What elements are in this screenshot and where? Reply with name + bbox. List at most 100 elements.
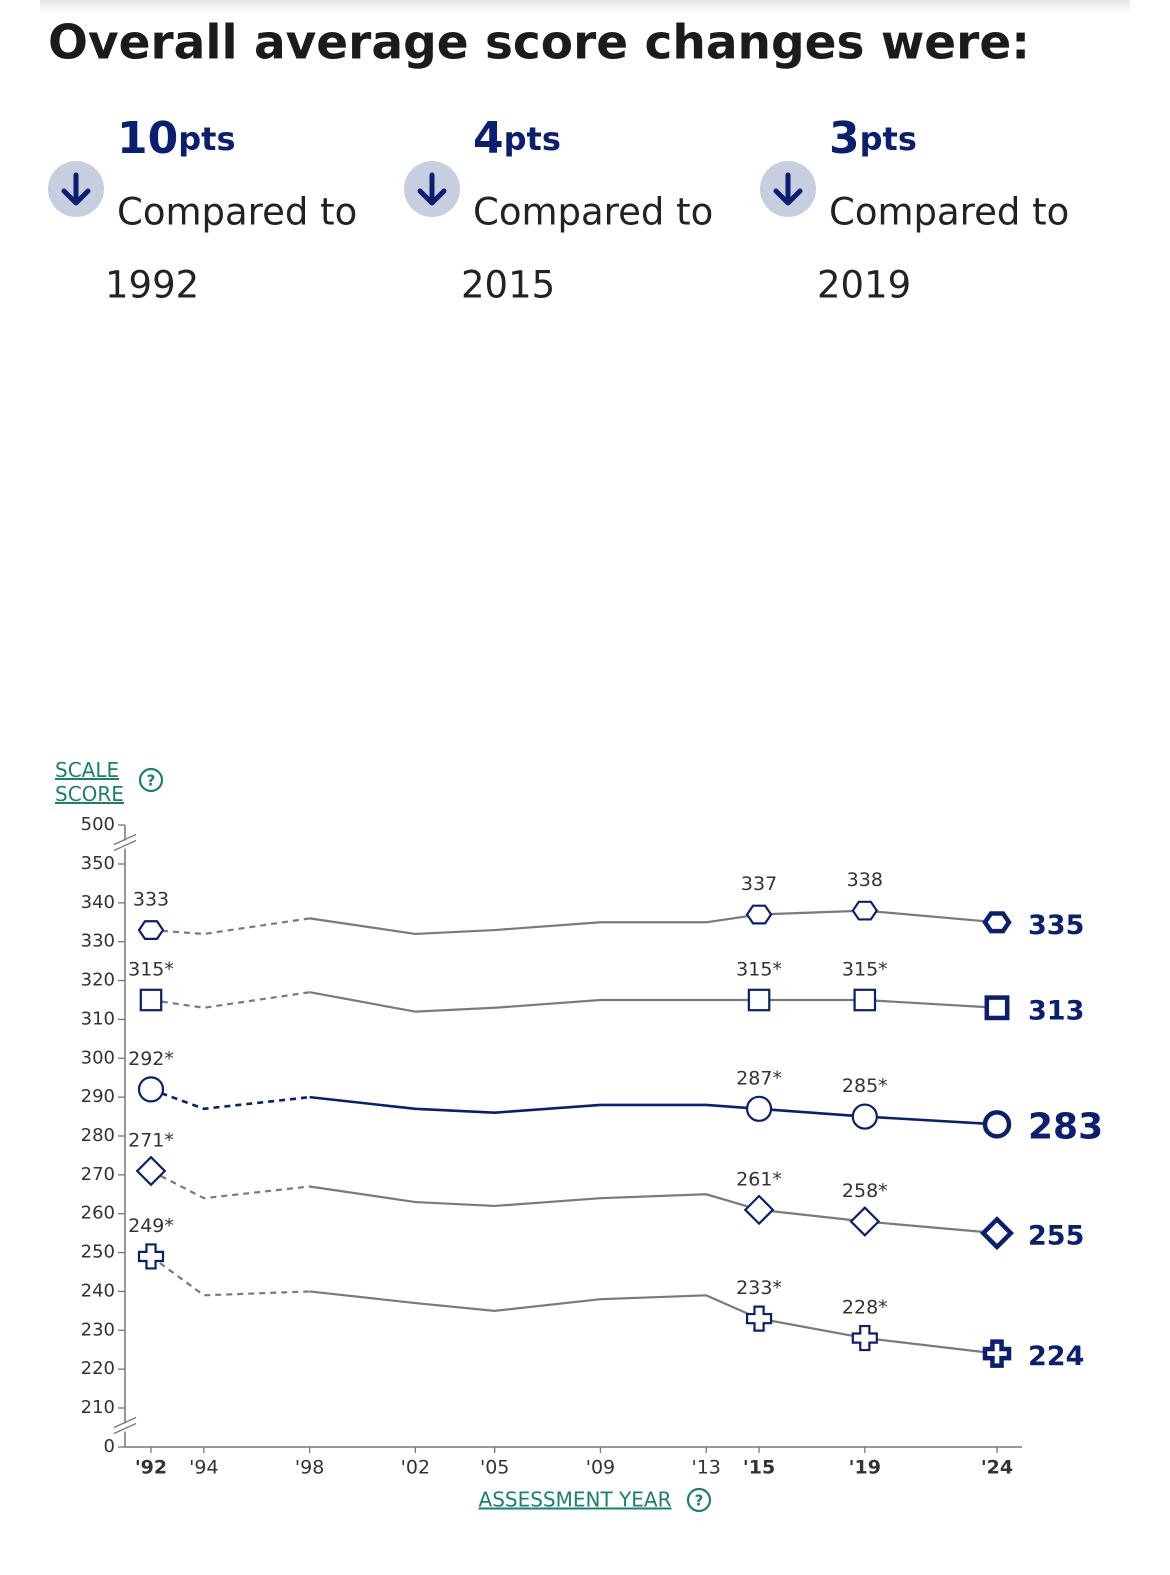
x-tick-label: '98 (295, 1457, 324, 1479)
chart: 0 210 220 230 240 250 260 270 280 290 300 310 320 330… (81, 814, 1104, 1512)
y-tick-label: 300 (81, 1047, 115, 1068)
y-tick-label: 270 (81, 1164, 115, 1185)
marker (139, 988, 163, 1012)
axis-break-gap (121, 840, 129, 849)
marker (982, 1110, 1012, 1139)
value-label: 287* (736, 1067, 782, 1089)
value-label: 335 (1028, 910, 1084, 941)
change-text: Compared to (117, 191, 357, 234)
value-label: 224 (1028, 1341, 1084, 1372)
axis-break-gap (121, 1423, 129, 1432)
points: 3 (829, 113, 860, 164)
marker (743, 1194, 775, 1226)
value-label: 292* (128, 1048, 174, 1070)
change-value: 4pts (473, 113, 561, 164)
marker (851, 900, 879, 921)
value-label: 283 (1028, 1106, 1103, 1147)
y-tick-label: 250 (81, 1242, 115, 1263)
value-label: 315* (842, 959, 888, 981)
value-label: 249* (128, 1215, 174, 1237)
value-label: 255 (1028, 1221, 1084, 1252)
x-tick-label: '02 (401, 1457, 430, 1479)
value-label: 338 (847, 869, 883, 891)
down-arrow (417, 172, 447, 206)
marker (137, 920, 165, 940)
change-text: Compared to (829, 191, 1069, 234)
value-label: 261* (736, 1168, 782, 1190)
change-year: 1992 (105, 264, 199, 307)
svg-text:?: ? (147, 772, 156, 790)
y-tick-label: 240 (81, 1280, 115, 1301)
marker (135, 1155, 167, 1187)
x-tick-label: '05 (480, 1457, 509, 1479)
change-value: 3pts (829, 113, 917, 164)
change-year: 2015 (461, 264, 555, 307)
marker (747, 988, 771, 1012)
axis-break (113, 1422, 137, 1435)
value-label: 313 (1028, 995, 1084, 1026)
series-line (309, 909, 998, 936)
change-text: Compared to (473, 191, 713, 234)
down-arrow (61, 172, 91, 206)
y-tick-label: 310 (81, 1008, 115, 1029)
series-line (150, 1255, 310, 1297)
y-tick-label: 220 (81, 1358, 115, 1379)
axis-break (113, 839, 137, 852)
y-tick-label: 330 (81, 931, 115, 952)
marker (984, 995, 1010, 1021)
svg-text:?: ? (695, 1492, 704, 1510)
points: 10 (117, 113, 178, 164)
top-shadow (40, 0, 1130, 14)
value-label: 258* (842, 1180, 888, 1202)
y-axis-label[interactable]: SCALE SCORE (55, 758, 124, 806)
y-tick-label: 290 (81, 1086, 115, 1107)
series-line (150, 1169, 310, 1200)
series-line (309, 1290, 998, 1355)
y-tick-label: 320 (81, 970, 115, 991)
help-icon[interactable]: ? (138, 767, 164, 793)
x-tick-label: '09 (586, 1457, 615, 1479)
marker (745, 1095, 773, 1122)
y-tick-label: 280 (81, 1125, 115, 1146)
value-label: 233* (736, 1277, 782, 1299)
y-tick-label: 500 (81, 814, 115, 835)
change-value: 10pts (117, 113, 235, 164)
marker (745, 904, 773, 925)
x-tick-label: '15 (743, 1457, 775, 1479)
value-label: 285* (842, 1075, 888, 1097)
series-line (150, 991, 310, 1009)
marker (980, 1216, 1014, 1251)
value-label: 333 (133, 889, 169, 911)
x-tick-label: '94 (189, 1457, 218, 1479)
marker (849, 1206, 881, 1237)
value-label: 271* (128, 1129, 174, 1151)
series-line (309, 1185, 998, 1235)
marker (745, 1305, 773, 1332)
y-tick-label: 260 (81, 1203, 115, 1224)
value-label: 228* (842, 1297, 888, 1319)
x-tick-label: '92 (135, 1457, 167, 1479)
series-line (150, 917, 310, 936)
y-tick-label: 0 (104, 1436, 115, 1457)
marker (137, 1243, 165, 1270)
series-line (309, 991, 998, 1013)
series-line (309, 1095, 998, 1126)
y-tick-label: 230 (81, 1319, 115, 1340)
x-tick-label: '13 (691, 1457, 720, 1479)
axis-break (113, 833, 137, 846)
unit: pts (178, 120, 235, 158)
unit: pts (504, 120, 561, 158)
x-tick-label: '19 (849, 1457, 881, 1479)
x-tick-label: '24 (981, 1457, 1013, 1479)
change-year: 2019 (817, 264, 911, 307)
points: 4 (473, 113, 504, 164)
help-icon[interactable]: ? (686, 1487, 712, 1513)
axis-break (113, 1416, 137, 1429)
value-label: 315* (736, 959, 782, 981)
value-label: 315* (128, 959, 174, 981)
x-axis-label[interactable]: ASSESSMENT YEAR (479, 1488, 672, 1512)
marker (853, 988, 877, 1012)
